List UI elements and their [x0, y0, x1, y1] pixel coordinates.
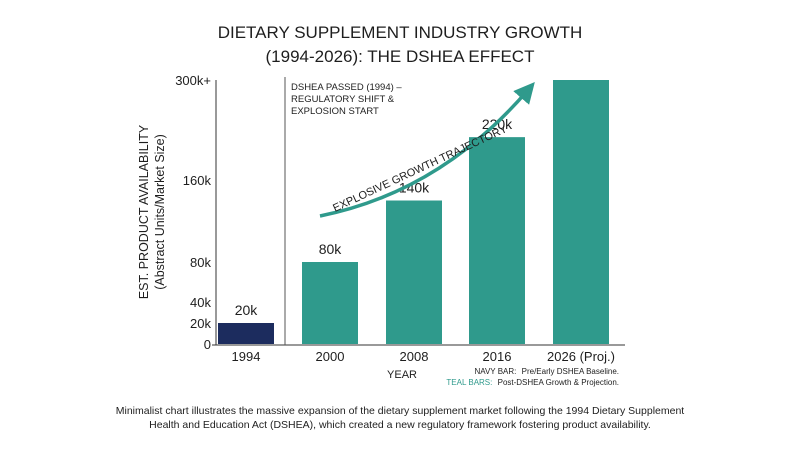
y-tick-label-4: 80k: [190, 255, 211, 270]
bar-1994: [218, 323, 274, 344]
x-tick-label-5: 2026 (Proj.): [547, 349, 615, 364]
bar-2016: [469, 137, 525, 344]
data-label-2: 80k: [319, 241, 343, 257]
y-tick-label-1: 0: [204, 337, 211, 352]
legend-navy-key: NAVY BAR:: [474, 367, 516, 376]
dshea-annotation-line-2: REGULATORY SHIFT &: [291, 94, 395, 105]
y-axis-label-line-2: (Abstract Units/Market Size): [153, 134, 167, 290]
y-tick-label-5: 160k: [183, 173, 212, 188]
bars-layer: [218, 80, 609, 344]
data-label-3: 140k: [399, 180, 430, 196]
legend-navy-text: Pre/Early DSHEA Baseline.: [522, 367, 619, 376]
y-ticks-layer: 0 20k 40k 80k 160k 300k+: [175, 73, 211, 352]
chart-title-line-1: DIETARY SUPPLEMENT INDUSTRY GROWTH: [218, 23, 583, 42]
legend-navy: NAVY BAR: Pre/Early DSHEA Baseline.: [474, 367, 619, 376]
data-label-1: 20k: [235, 302, 259, 318]
legend-teal-text: Post-DSHEA Growth & Projection.: [498, 378, 619, 387]
chart-title-line-2: (1994-2026): THE DSHEA EFFECT: [266, 47, 535, 66]
x-tick-label-2: 2000: [316, 349, 345, 364]
legend-teal: TEAL BARS: Post-DSHEA Growth & Projectio…: [446, 378, 619, 387]
y-axis-label-line-1: EST. PRODUCT AVAILABILITY: [137, 124, 151, 299]
x-axis-label: YEAR: [387, 369, 417, 381]
caption-line-1: Minimalist chart illustrates the massive…: [116, 405, 685, 417]
x-ticks-layer: 1994 2000 2008 2016 2026 (Proj.): [232, 349, 615, 364]
x-tick-label-4: 2016: [483, 349, 512, 364]
y-tick-label-6: 300k+: [175, 73, 211, 88]
dshea-annotation-line-3: EXPLOSION START: [291, 106, 379, 117]
bar-2008: [386, 200, 442, 344]
dshea-annotation-line-1: DSHEA PASSED (1994) –: [291, 82, 402, 93]
y-tick-label-3: 40k: [190, 295, 211, 310]
x-tick-label-1: 1994: [232, 349, 261, 364]
x-tick-label-3: 2008: [400, 349, 429, 364]
growth-trajectory-arrow: [319, 82, 535, 218]
legend-teal-key: TEAL BARS:: [446, 378, 492, 387]
y-tick-label-2: 20k: [190, 316, 211, 331]
bar-2000: [302, 262, 358, 344]
caption-line-2: Health and Education Act (DSHEA), which …: [149, 419, 651, 431]
bar-2026-proj: [553, 80, 609, 344]
